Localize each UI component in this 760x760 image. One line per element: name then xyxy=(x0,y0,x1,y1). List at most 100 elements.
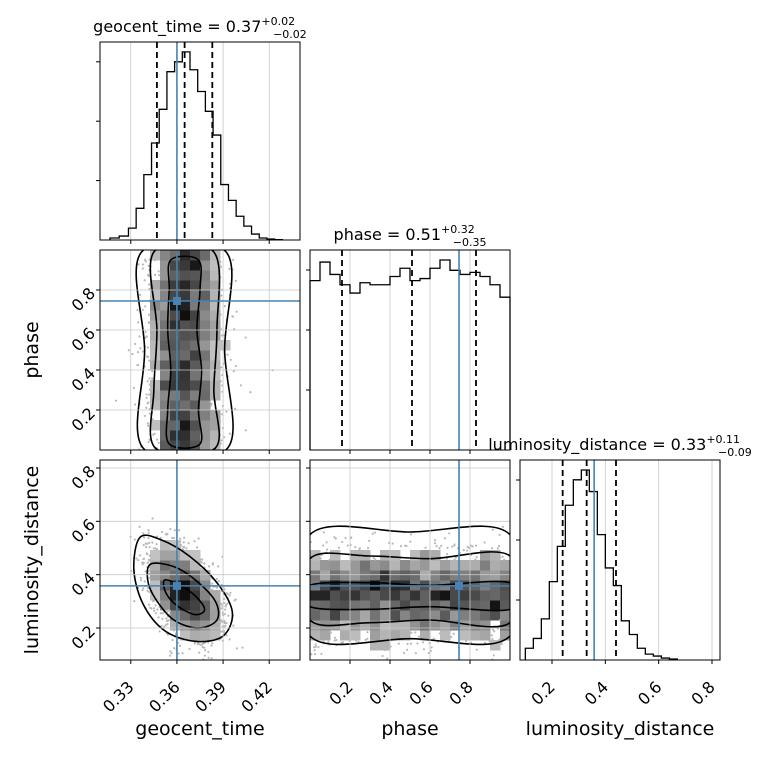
density-cell xyxy=(210,300,221,311)
density-cell xyxy=(200,290,211,301)
sample-point xyxy=(220,602,223,606)
sample-point xyxy=(445,553,449,556)
sample-point xyxy=(148,321,151,324)
sample-point xyxy=(142,587,145,590)
sample-point xyxy=(159,612,162,615)
density-cell xyxy=(370,610,381,621)
hist-lumdist-frame xyxy=(519,459,721,661)
density-cell xyxy=(210,410,221,421)
density-cell xyxy=(180,390,191,401)
sample-point xyxy=(211,582,214,585)
density-cell xyxy=(210,340,221,351)
density-cell xyxy=(400,630,411,641)
density-cell xyxy=(190,300,201,311)
density-cell xyxy=(210,260,221,271)
sample-point xyxy=(187,542,190,545)
sample-point xyxy=(196,546,199,549)
sample-point xyxy=(139,347,142,350)
scatter-lumdist-geocent-frame xyxy=(99,459,301,661)
y-tick-label: 0.8 xyxy=(68,284,99,315)
sample-point xyxy=(409,533,413,536)
sample-point xyxy=(224,608,227,611)
density-cell xyxy=(480,550,491,561)
sample-point xyxy=(215,586,219,589)
hist-geocent-frame xyxy=(99,41,301,241)
sample-point xyxy=(148,388,151,391)
density-cell xyxy=(170,440,181,450)
density-cell xyxy=(170,310,181,321)
scatter-phase-geocent-frame xyxy=(99,249,301,451)
sample-point xyxy=(210,644,213,647)
density-cell xyxy=(340,630,351,641)
density-cell xyxy=(330,610,341,621)
density-cell xyxy=(460,560,471,571)
sample-point xyxy=(224,605,227,608)
density-cell xyxy=(160,280,171,291)
sample-point xyxy=(179,540,182,543)
sample-point xyxy=(210,588,214,591)
sample-point xyxy=(491,528,494,531)
density-cell xyxy=(180,280,191,291)
sample-point xyxy=(405,648,409,651)
sample-point xyxy=(211,642,214,645)
density-cell xyxy=(200,610,211,621)
sample-point xyxy=(163,625,166,628)
sample-point xyxy=(317,645,320,649)
density-cell xyxy=(200,330,211,341)
y-tick-label: 0.6 xyxy=(68,324,99,355)
density-cell xyxy=(190,280,201,291)
sample-point xyxy=(453,558,456,561)
y-axis-label: phase xyxy=(21,321,43,378)
density-cell xyxy=(210,620,221,631)
sample-point xyxy=(173,647,176,650)
sample-point xyxy=(200,567,203,571)
sample-point xyxy=(201,643,204,646)
sample-point xyxy=(414,631,417,634)
density-cell xyxy=(500,610,510,621)
sample-point xyxy=(149,606,152,609)
density-cell xyxy=(200,430,211,441)
density-cell xyxy=(150,300,161,311)
sample-point xyxy=(501,525,505,528)
density-cell xyxy=(370,570,381,581)
sample-point xyxy=(310,653,313,656)
density-cell xyxy=(180,440,191,450)
sample-point xyxy=(219,420,222,423)
sample-point xyxy=(217,565,220,568)
sample-point xyxy=(148,554,151,557)
density-cell xyxy=(180,360,191,371)
density-cell xyxy=(160,560,171,571)
sample-point xyxy=(147,541,151,545)
sample-point xyxy=(226,353,229,356)
density-cell xyxy=(370,600,381,611)
density-cell xyxy=(190,430,201,441)
histogram-step xyxy=(524,469,678,660)
sample-point xyxy=(231,315,234,318)
sample-point xyxy=(132,386,135,389)
density-cell xyxy=(170,390,181,401)
sample-point xyxy=(155,548,159,551)
sample-point xyxy=(169,527,172,531)
density-cell xyxy=(150,380,161,391)
sample-point xyxy=(474,558,477,561)
density-cell xyxy=(170,610,181,621)
panel-title: geocent_time = 0.37+0.02 −0.02 xyxy=(93,15,307,41)
sample-point xyxy=(232,624,235,627)
sample-point xyxy=(335,638,338,642)
sample-point xyxy=(354,546,357,549)
sample-point xyxy=(182,545,185,548)
density-cell xyxy=(310,610,321,621)
density-cell xyxy=(420,550,431,561)
density-cell xyxy=(180,260,191,271)
density-cell xyxy=(150,590,161,601)
density-cell xyxy=(340,590,351,601)
density-cell xyxy=(340,610,351,621)
x-tick-label: 0.4 xyxy=(365,677,396,708)
density-cell xyxy=(390,630,401,641)
sample-point xyxy=(333,639,336,642)
density-cell xyxy=(310,570,321,581)
sample-point xyxy=(433,542,437,545)
sample-point xyxy=(452,632,455,635)
sample-point xyxy=(220,439,223,442)
x-tick-label: 0.6 xyxy=(634,677,665,708)
